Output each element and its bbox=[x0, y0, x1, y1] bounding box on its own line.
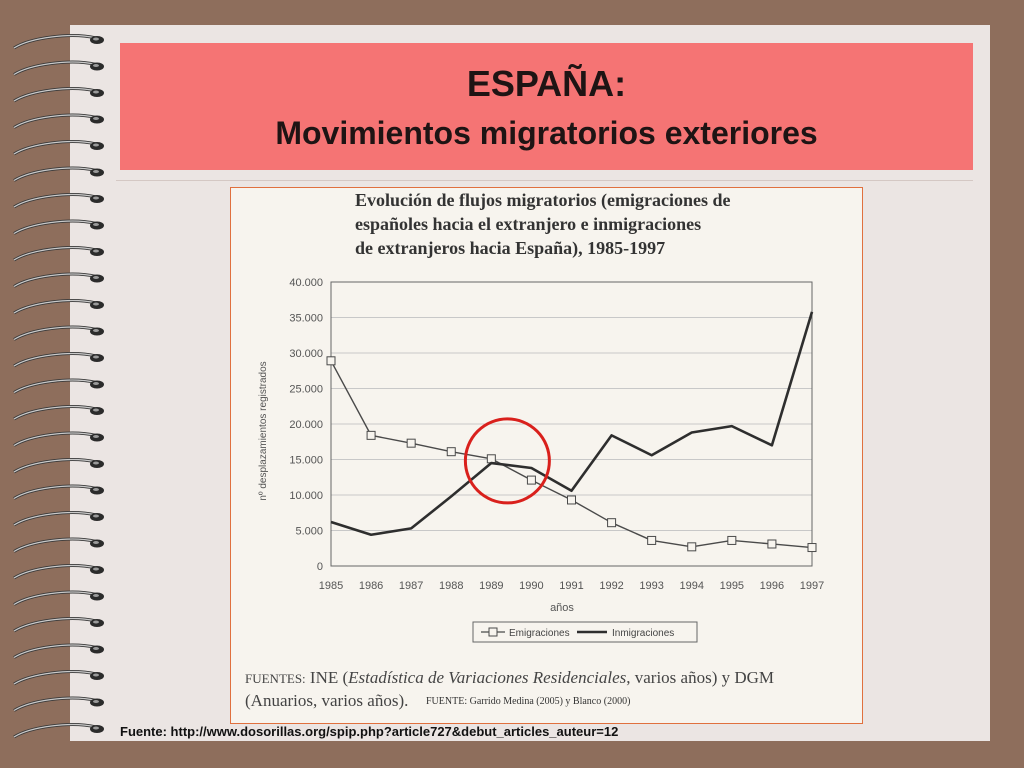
x-tick-label: 1995 bbox=[720, 580, 744, 592]
chart-svg: Evolución de flujos migratorios (emigrac… bbox=[245, 190, 824, 710]
plot-area: 0 5.000 10.000 15.000 20.000 25.000 30.000 35.0… bbox=[289, 277, 824, 592]
binding-ring bbox=[13, 431, 104, 447]
x-tick-label: 1991 bbox=[559, 580, 583, 592]
binding-ring bbox=[13, 193, 104, 209]
data-point bbox=[366, 430, 376, 440]
slide-footer-source: Fuente: http://www.dosorillas.org/spip.p… bbox=[120, 724, 619, 739]
y-tick-label: 15.000 bbox=[289, 455, 323, 467]
binding-ring bbox=[13, 643, 104, 659]
data-point bbox=[526, 475, 536, 485]
y-tick-label: 0 bbox=[317, 561, 323, 573]
series-line bbox=[330, 311, 814, 537]
figure-title-line-2: españoles hacia el extranjero e inmigrac… bbox=[355, 214, 701, 234]
binding-ring bbox=[13, 113, 104, 129]
x-tick-label: 1990 bbox=[519, 580, 543, 592]
x-tick-label: 1993 bbox=[639, 580, 663, 592]
x-tick-label: 1992 bbox=[599, 580, 623, 592]
y-tick-label: 40.000 bbox=[289, 277, 323, 289]
x-tick-label: 1986 bbox=[359, 580, 383, 592]
data-point bbox=[486, 454, 496, 464]
y-tick-label: 20.000 bbox=[289, 419, 323, 431]
legend-emigraciones: Emigraciones bbox=[509, 628, 570, 639]
binding-ring bbox=[13, 34, 104, 50]
y-tick-label: 30.000 bbox=[289, 348, 323, 360]
sources-line-2: (Anuarios, varios años). bbox=[245, 691, 408, 710]
binding-ring bbox=[13, 246, 104, 262]
slide-subtitle: Movimientos migratorios exteriores bbox=[275, 115, 818, 151]
y-tick-label: 5.000 bbox=[295, 526, 323, 538]
binding-ring bbox=[13, 325, 104, 341]
binding-ring bbox=[13, 617, 104, 633]
binding-ring bbox=[13, 670, 104, 686]
binding-ring bbox=[13, 219, 104, 235]
data-point bbox=[727, 535, 737, 545]
figure-title-line-3: de extranjeros hacia España), 1985-1997 bbox=[355, 238, 665, 259]
x-axis-label: años bbox=[550, 602, 574, 614]
binding-ring bbox=[13, 60, 104, 76]
chart-legend: Emigraciones Inmigraciones bbox=[472, 621, 698, 643]
sources-note: FUENTE: Garrido Medina (2005) y Blanco (… bbox=[426, 696, 630, 707]
series-emigraciones bbox=[326, 356, 817, 553]
figure-title-line-1: Evolución de flujos migratorios (emigrac… bbox=[355, 190, 730, 211]
x-tick-label: 1987 bbox=[399, 580, 423, 592]
spiral-binding bbox=[13, 34, 104, 739]
x-tick-label: 1996 bbox=[760, 580, 784, 592]
x-tick-label: 1989 bbox=[479, 580, 503, 592]
y-tick-label: 25.000 bbox=[289, 384, 323, 396]
binding-ring bbox=[13, 590, 104, 606]
binding-ring bbox=[13, 696, 104, 712]
legend-inmigraciones: Inmigraciones bbox=[612, 628, 674, 639]
binding-ring bbox=[13, 405, 104, 421]
y-tick-label: 10.000 bbox=[289, 490, 323, 502]
x-tick-label: 1994 bbox=[680, 580, 704, 592]
x-tick-label: 1985 bbox=[319, 580, 343, 592]
data-point bbox=[567, 495, 576, 505]
sources-line-1: FUENTES: INE (Estadística de Variaciones… bbox=[245, 668, 774, 687]
binding-ring bbox=[13, 537, 104, 553]
binding-ring bbox=[13, 564, 104, 580]
x-tick-label: 1988 bbox=[439, 580, 463, 592]
chart-figure: Evolución de flujos migratorios (emigrac… bbox=[230, 187, 863, 724]
binding-ring bbox=[13, 166, 104, 182]
data-point bbox=[446, 447, 456, 457]
series-inmigraciones bbox=[330, 311, 814, 537]
y-axis-label: nº desplazamientos registrados bbox=[258, 361, 269, 500]
plot-frame bbox=[330, 281, 813, 567]
data-point bbox=[687, 542, 697, 552]
binding-ring bbox=[13, 378, 104, 394]
binding-ring bbox=[13, 484, 104, 500]
title-band: ESPAÑA: Movimientos migratorios exterior… bbox=[120, 43, 973, 170]
y-tick-label: 35.000 bbox=[289, 313, 323, 325]
binding-ring bbox=[13, 352, 104, 368]
binding-ring bbox=[13, 87, 104, 103]
binding-ring bbox=[13, 299, 104, 315]
binding-ring bbox=[13, 723, 104, 739]
data-point bbox=[326, 356, 336, 366]
binding-ring bbox=[13, 458, 104, 474]
data-point bbox=[607, 518, 617, 528]
data-point bbox=[807, 543, 817, 553]
binding-ring bbox=[13, 511, 104, 527]
title-divider bbox=[116, 180, 973, 181]
data-point bbox=[647, 535, 657, 545]
binding-ring bbox=[13, 272, 104, 288]
data-point bbox=[406, 438, 416, 448]
data-point bbox=[767, 539, 777, 549]
x-tick-label: 1997 bbox=[800, 580, 824, 592]
binding-ring bbox=[13, 140, 104, 156]
highlight-circle bbox=[463, 417, 551, 505]
slide-title: ESPAÑA: bbox=[466, 63, 627, 104]
